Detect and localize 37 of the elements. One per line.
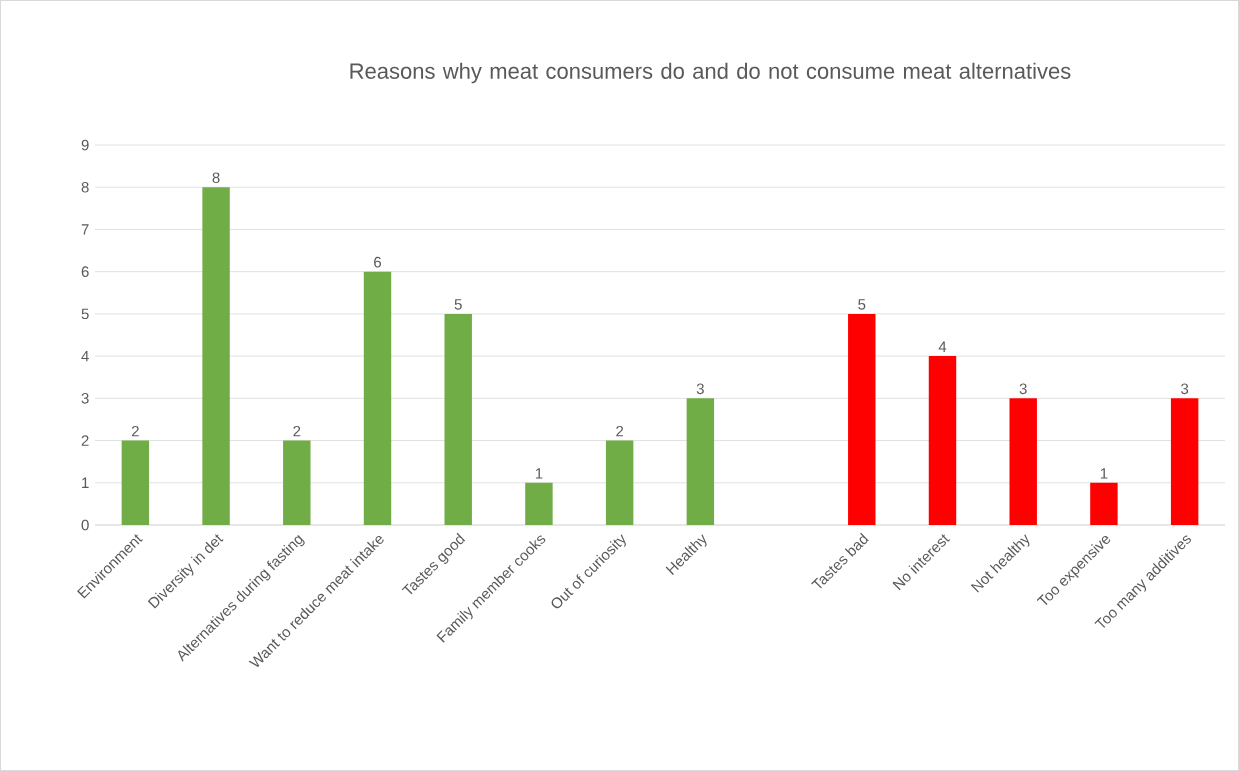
bar [1090,482,1118,525]
bar [605,440,634,525]
data-label: 5 [454,299,462,310]
bar [1009,398,1037,525]
y-tick-label: 6 [81,266,89,277]
y-tick-label: 3 [81,393,89,404]
y-tick-label: 2 [81,435,89,446]
bar [848,313,876,525]
data-label: 3 [696,383,704,395]
data-label: 3 [1019,383,1027,395]
bar [202,187,230,525]
data-label: 6 [374,256,382,268]
data-label: 1 [1100,468,1108,479]
y-tick-label: 1 [82,477,89,488]
data-label: 3 [1181,383,1189,395]
bar [444,313,472,525]
data-label: 2 [616,425,624,437]
data-label: 5 [858,299,866,310]
chart-title: Reasons why meat consumers do and do not consume meat alternatives [350,62,1071,84]
y-tick-label: 5 [81,308,89,320]
bar [283,440,311,525]
bar [686,398,715,525]
data-label: 2 [293,425,301,437]
bar [121,440,150,525]
bar [928,356,957,525]
bar [1170,398,1199,525]
data-label: 1 [535,468,543,479]
y-tick-label: 8 [81,181,89,193]
bar [525,482,553,525]
y-tick-label: 9 [81,139,89,151]
data-label: 4 [938,341,947,352]
bar [363,271,392,525]
data-label: 8 [212,172,220,184]
y-tick-label: 4 [81,350,89,362]
data-label: 2 [131,425,139,437]
y-tick-label: 0 [81,519,89,531]
y-tick-label: 7 [81,224,89,235]
